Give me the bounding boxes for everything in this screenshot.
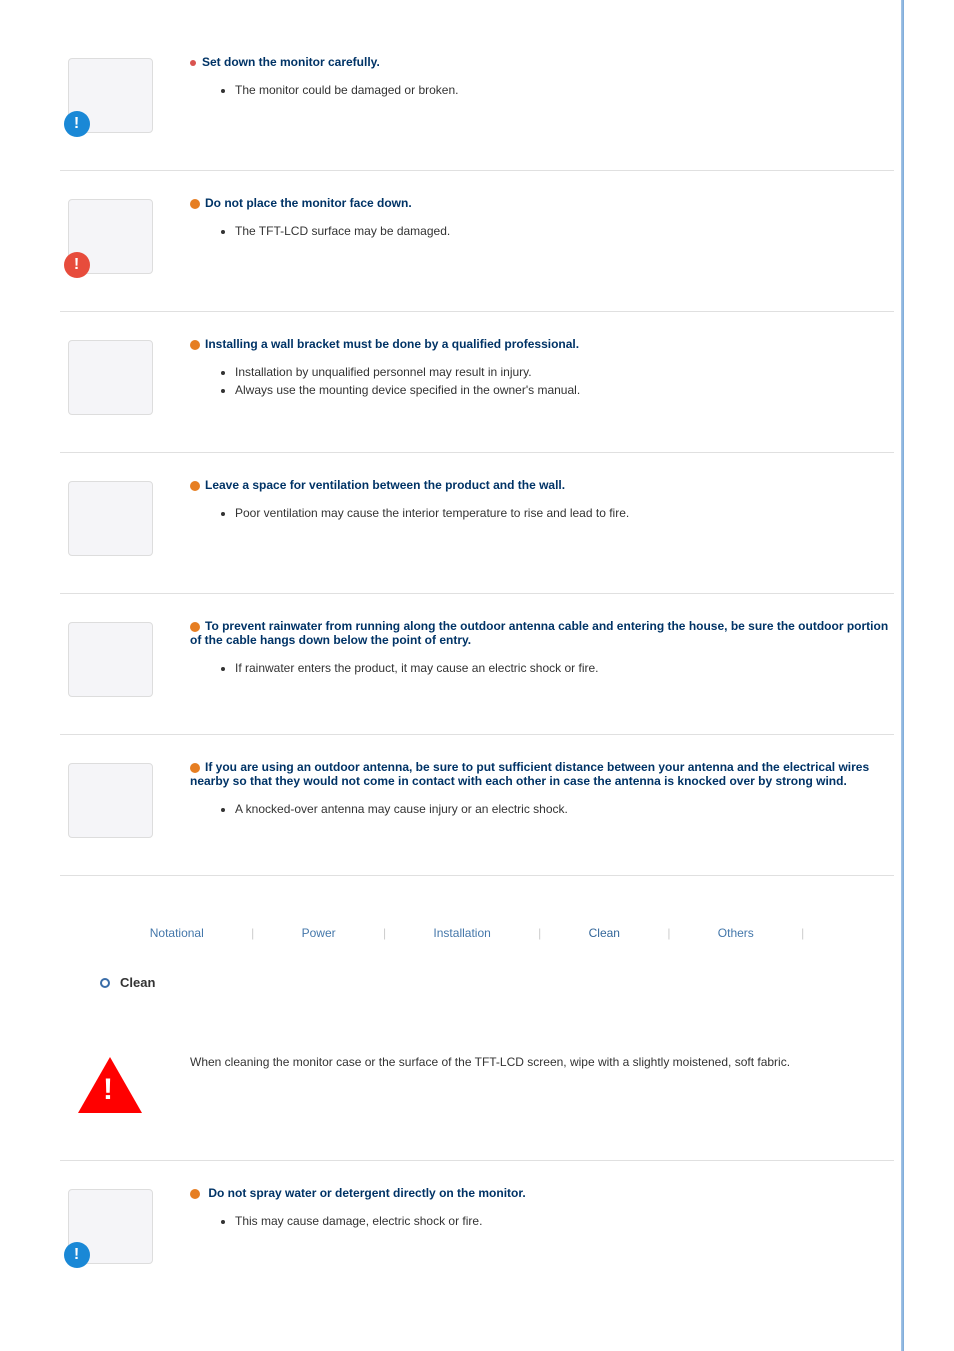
section-bullet-icon: [100, 978, 110, 988]
right-border-accent: [901, 0, 904, 1351]
safety-title: To prevent rainwater from running along …: [190, 619, 894, 647]
nav-link-notational[interactable]: Notational: [150, 926, 204, 940]
bullet-icon: [190, 199, 200, 209]
safety-bullet: The monitor could be damaged or broken.: [235, 83, 894, 97]
nav-separator: |: [667, 926, 670, 940]
warning-triangle-icon: [60, 1040, 160, 1130]
safety-bullets: The TFT-LCD surface may be damaged.: [190, 224, 894, 238]
safety-item: Do not place the monitor face down. The …: [60, 171, 894, 312]
bullet-icon: [190, 481, 200, 491]
safety-item: Do not spray water or detergent directly…: [60, 1161, 894, 1301]
safety-bullet: This may cause damage, electric shock or…: [235, 1214, 894, 1228]
bullet-icon: [190, 60, 196, 66]
safety-bullets: A knocked-over antenna may cause injury …: [190, 802, 894, 816]
nav-separator: |: [538, 926, 541, 940]
safety-title-text: Leave a space for ventilation between th…: [205, 478, 565, 492]
clean-intro-text: When cleaning the monitor case or the su…: [160, 1040, 894, 1069]
safety-text: Installing a wall bracket must be done b…: [160, 332, 894, 401]
safety-title-text: If you are using an outdoor antenna, be …: [190, 760, 869, 788]
safety-bullets: Poor ventilation may cause the interior …: [190, 506, 894, 520]
safety-text: Set down the monitor carefully. The moni…: [160, 50, 894, 101]
safety-title-text: To prevent rainwater from running along …: [190, 619, 888, 647]
safety-pictogram: [60, 473, 160, 563]
nav-separator: |: [801, 926, 804, 940]
safety-pictogram: [60, 332, 160, 422]
safety-bullets: Installation by unqualified personnel ma…: [190, 365, 894, 397]
safety-item: Leave a space for ventilation between th…: [60, 453, 894, 594]
safety-title: Installing a wall bracket must be done b…: [190, 337, 894, 351]
safety-bullets: The monitor could be damaged or broken.: [190, 83, 894, 97]
safety-text: Do not spray water or detergent directly…: [160, 1181, 894, 1232]
safety-bullet: Always use the mounting device specified…: [235, 383, 894, 397]
safety-pictogram: [60, 614, 160, 704]
safety-title-text: Set down the monitor carefully.: [202, 55, 380, 69]
safety-title: Leave a space for ventilation between th…: [190, 478, 894, 492]
bullet-icon: [190, 763, 200, 773]
safety-text: To prevent rainwater from running along …: [160, 614, 894, 679]
safety-title-text: Do not spray water or detergent directly…: [208, 1186, 525, 1200]
section-title: Clean: [120, 975, 155, 990]
bullet-icon: [190, 340, 200, 350]
safety-item: Installing a wall bracket must be done b…: [60, 312, 894, 453]
safety-pictogram: [60, 191, 160, 281]
safety-item: To prevent rainwater from running along …: [60, 594, 894, 735]
safety-bullet: If rainwater enters the product, it may …: [235, 661, 894, 675]
safety-bullet: A knocked-over antenna may cause injury …: [235, 802, 894, 816]
safety-title-text: Do not place the monitor face down.: [205, 196, 412, 210]
nav-separator: |: [251, 926, 254, 940]
nav-link-clean[interactable]: Clean: [589, 926, 620, 940]
safety-text: If you are using an outdoor antenna, be …: [160, 755, 894, 820]
nav-link-power[interactable]: Power: [302, 926, 336, 940]
section-header: Clean: [100, 975, 894, 990]
safety-text: Do not place the monitor face down. The …: [160, 191, 894, 242]
safety-title: Do not place the monitor face down.: [190, 196, 894, 210]
safety-title: Set down the monitor carefully.: [190, 55, 894, 69]
safety-title: Do not spray water or detergent directly…: [190, 1186, 894, 1200]
safety-title-text: Installing a wall bracket must be done b…: [205, 337, 579, 351]
safety-bullet: Poor ventilation may cause the interior …: [235, 506, 894, 520]
nav-link-installation[interactable]: Installation: [433, 926, 490, 940]
safety-bullets: This may cause damage, electric shock or…: [190, 1214, 894, 1228]
safety-text: Leave a space for ventilation between th…: [160, 473, 894, 524]
safety-title: If you are using an outdoor antenna, be …: [190, 760, 894, 788]
safety-bullet: Installation by unqualified personnel ma…: [235, 365, 894, 379]
page-content: Set down the monitor carefully. The moni…: [0, 0, 954, 1331]
safety-pictogram: [60, 755, 160, 845]
safety-bullet: The TFT-LCD surface may be damaged.: [235, 224, 894, 238]
section-nav: Notational | Power | Installation | Clea…: [60, 876, 894, 965]
nav-separator: |: [383, 926, 386, 940]
safety-pictogram: [60, 1181, 160, 1271]
clean-intro-row: When cleaning the monitor case or the su…: [60, 1020, 894, 1161]
bullet-icon: [190, 622, 200, 632]
safety-item: If you are using an outdoor antenna, be …: [60, 735, 894, 876]
safety-item: Set down the monitor carefully. The moni…: [60, 30, 894, 171]
nav-link-others[interactable]: Others: [718, 926, 754, 940]
safety-pictogram: [60, 50, 160, 140]
bullet-icon: [190, 1189, 200, 1199]
safety-bullets: If rainwater enters the product, it may …: [190, 661, 894, 675]
